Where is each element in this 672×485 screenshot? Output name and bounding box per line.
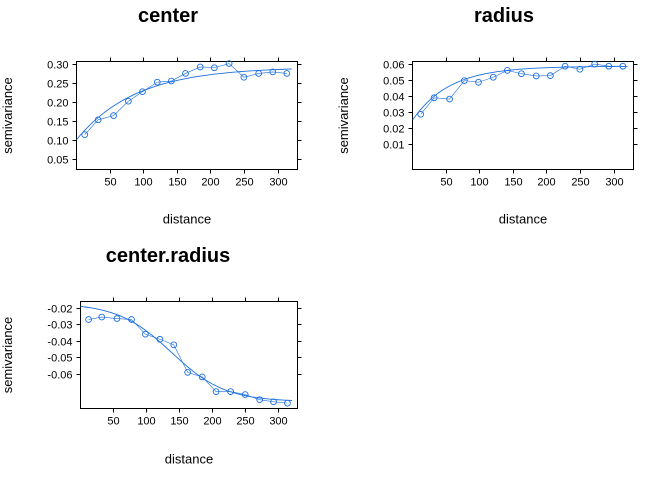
svg-text:semivariance: semivariance xyxy=(336,77,351,154)
svg-text:0.05: 0.05 xyxy=(383,76,404,88)
svg-text:-0.02: -0.02 xyxy=(47,304,72,316)
svg-text:250: 250 xyxy=(235,177,253,189)
svg-text:200: 200 xyxy=(203,416,221,428)
svg-text:200: 200 xyxy=(537,177,555,189)
svg-text:150: 150 xyxy=(168,177,186,189)
svg-text:50: 50 xyxy=(440,177,452,189)
svg-text:0.20: 0.20 xyxy=(47,98,68,110)
svg-text:250: 250 xyxy=(236,416,254,428)
svg-text:150: 150 xyxy=(504,177,522,189)
svg-text:0.30: 0.30 xyxy=(47,60,68,72)
svg-text:300: 300 xyxy=(269,177,287,189)
svg-text:center.radius: center.radius xyxy=(106,245,231,267)
svg-text:-0.03: -0.03 xyxy=(47,320,72,332)
svg-text:0.03: 0.03 xyxy=(383,108,404,120)
svg-text:radius: radius xyxy=(474,5,534,27)
svg-text:0.04: 0.04 xyxy=(383,92,404,104)
svg-text:100: 100 xyxy=(134,177,152,189)
svg-text:50: 50 xyxy=(107,416,119,428)
svg-text:semivariance: semivariance xyxy=(0,77,15,154)
svg-text:0.25: 0.25 xyxy=(47,79,68,91)
svg-text:0.10: 0.10 xyxy=(47,136,68,148)
svg-text:0.01: 0.01 xyxy=(383,140,404,152)
svg-text:-0.05: -0.05 xyxy=(47,353,72,365)
svg-text:distance: distance xyxy=(499,212,547,227)
svg-text:50: 50 xyxy=(104,177,116,189)
svg-text:distance: distance xyxy=(165,452,213,467)
svg-text:distance: distance xyxy=(163,212,211,227)
svg-text:200: 200 xyxy=(201,177,219,189)
svg-text:0.06: 0.06 xyxy=(383,60,404,72)
svg-text:250: 250 xyxy=(571,177,589,189)
svg-text:-0.04: -0.04 xyxy=(47,337,72,349)
svg-text:center: center xyxy=(138,5,198,27)
svg-text:100: 100 xyxy=(137,416,155,428)
svg-text:300: 300 xyxy=(605,177,623,189)
svg-text:150: 150 xyxy=(170,416,188,428)
svg-text:semivariance: semivariance xyxy=(0,317,15,394)
svg-text:0.02: 0.02 xyxy=(383,124,404,136)
svg-text:100: 100 xyxy=(470,177,488,189)
svg-text:0.15: 0.15 xyxy=(47,117,68,129)
svg-text:300: 300 xyxy=(269,416,287,428)
svg-text:0.05: 0.05 xyxy=(47,155,68,167)
svg-text:-0.06: -0.06 xyxy=(47,370,72,382)
